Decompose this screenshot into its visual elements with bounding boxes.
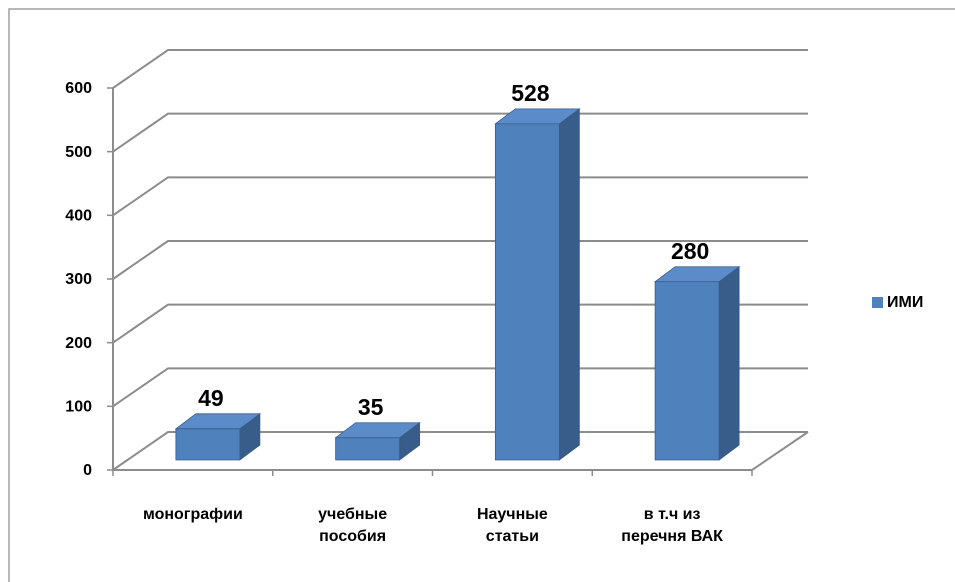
- y-tick-label: 600: [65, 80, 92, 97]
- y-tick-label: 200: [65, 335, 92, 352]
- x-tick-label: монографии: [142, 506, 243, 523]
- x-tick-label: учебные пособия: [318, 506, 388, 545]
- y-tick-label: 0: [83, 462, 92, 479]
- y-tick-label: 500: [65, 144, 92, 161]
- grid-line: [112, 176, 808, 217]
- bar: [174, 413, 262, 461]
- bar-front: [654, 281, 720, 461]
- value-label: 528: [511, 80, 550, 106]
- bar-front: [175, 428, 241, 461]
- grid-line: [112, 303, 808, 344]
- y-tick-label: 300: [65, 271, 92, 288]
- grid-line: [112, 431, 808, 471]
- floor-edge: [751, 431, 809, 471]
- legend-label: ИМИ: [887, 294, 923, 311]
- bar-side: [558, 108, 580, 461]
- x-tick-label: в т.ч из перечня ВАК: [621, 506, 723, 545]
- bar: [653, 265, 741, 461]
- grid-line: [112, 112, 808, 153]
- grid-line: [112, 240, 808, 280]
- y-tick-label: 400: [65, 208, 92, 225]
- legend-swatch: [872, 297, 883, 308]
- x-tick-label: Научные статьи: [476, 506, 548, 545]
- bar: [334, 421, 421, 461]
- value-label: 49: [198, 385, 224, 411]
- value-label: 280: [671, 238, 709, 264]
- frame: [8, 8, 955, 582]
- bar-front: [335, 437, 401, 461]
- bar-front: [494, 123, 560, 461]
- y-tick-label: 100: [65, 399, 92, 416]
- grid-line: [112, 367, 808, 408]
- value-label: 35: [358, 394, 384, 420]
- bar-side: [718, 265, 740, 461]
- bar: [494, 108, 581, 461]
- grid-line: [112, 49, 808, 89]
